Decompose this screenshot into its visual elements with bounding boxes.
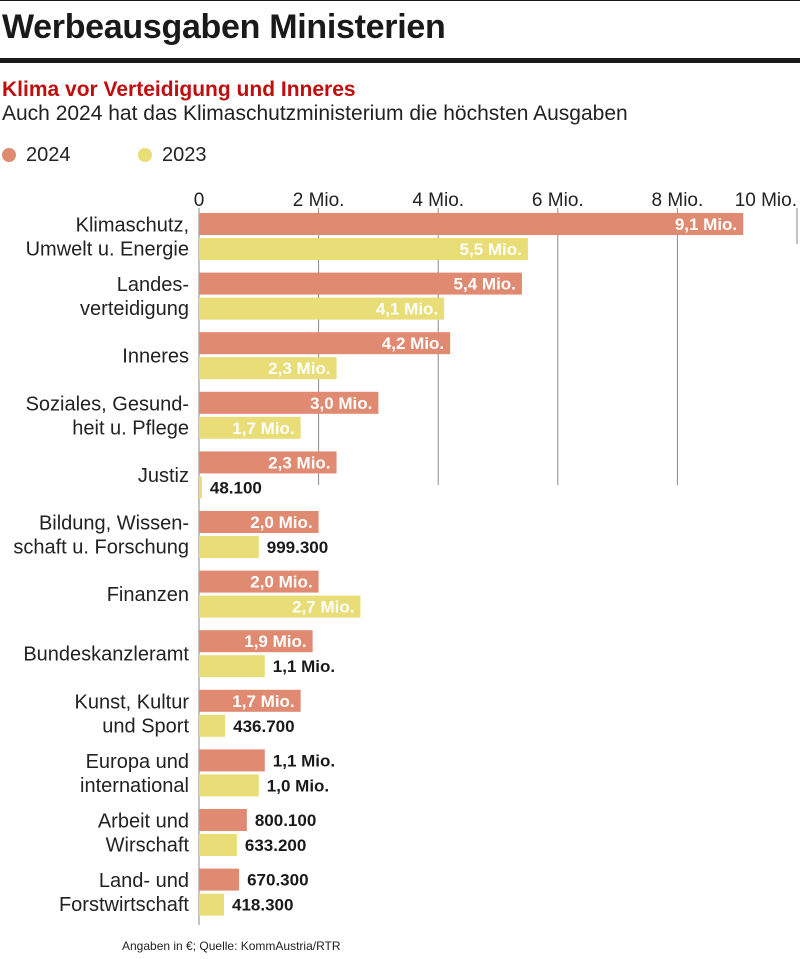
data-label-2024-10: 800.100 [255,811,316,830]
bar-2024-3 [199,391,379,414]
bar-2023-8 [199,714,226,737]
bar-2023-1 [199,297,445,320]
bar-2023-11 [199,893,225,916]
category-label-line: Klimaschutz, [76,215,189,237]
top-rule [0,0,800,1]
category-label-line: Arbeit und [98,811,189,833]
bar-2023-10 [199,834,237,856]
data-label-2023-5: 999.300 [267,538,328,557]
x-tick-label-5: 10 Mio. [735,190,797,211]
data-label-2023-6: 2,7 Mio. [292,598,354,617]
data-label-2024-5: 2,0 Mio. [250,513,312,532]
category-label-line: Europa und [86,751,189,773]
chart-subtitle: Klima vor Verteidigung und Inneres [2,78,356,101]
category-label-line: Bundeskanzleramt [23,644,189,666]
data-label-2023-7: 1,1 Mio. [273,657,335,676]
category-label-6: Finanzen [107,584,189,606]
category-label-2: Inneres [122,346,189,368]
data-label-2024-8: 1,7 Mio. [232,692,294,711]
category-label-line: schaft u. Forschung [13,537,189,559]
data-label-2024-4: 2,3 Mio. [268,453,330,472]
category-label-line: Justiz [138,465,189,487]
data-label-2024-2: 4,2 Mio. [382,334,444,353]
category-label-7: Bundeskanzleramt [23,644,189,666]
x-tick-label-4: 8 Mio. [652,190,704,211]
category-label-line: Landes- [117,274,189,296]
data-label-2024-6: 2,0 Mio. [250,573,312,592]
x-tick-label-0: 0 [194,190,205,211]
x-tick-label-1: 2 Mio. [293,190,345,211]
x-tick-label-3: 6 Mio. [532,190,584,211]
bar-2023-6 [199,595,361,618]
category-label-5: Bildung, Wissen-schaft u. Forschung [13,513,189,559]
legend-swatch-2023 [138,148,152,162]
data-label-2023-4: 48.100 [210,478,262,497]
x-tick-label-2: 4 Mio. [412,190,464,211]
bar-2023-9 [199,774,259,797]
bar-2023-3 [199,416,301,439]
data-label-2024-11: 670.300 [247,871,308,890]
category-label-line: Wirschaft [106,835,190,857]
category-label-line: Finanzen [107,584,189,606]
bar-2024-9 [199,749,265,772]
bar-2024-4 [199,451,337,474]
category-label-0: Klimaschutz, Umwelt u. Energie [26,215,189,261]
data-label-2023-9: 1,0 Mio. [267,776,329,795]
page-title: Werbeausgaben Ministerien [2,8,446,46]
category-label-line: Soziales, Gesund- [26,393,189,415]
data-label-2023-8: 436.700 [233,717,294,736]
bar-2024-11 [199,868,240,891]
bar-2023-5 [199,536,259,558]
data-label-2023-10: 633.200 [245,836,306,855]
data-label-2023-3: 1,7 Mio. [232,419,294,438]
data-label-2023-2: 2,3 Mio. [268,359,330,378]
data-label-2024-7: 1,9 Mio. [244,632,306,651]
bar-2024-10 [199,809,247,831]
title-rule [0,58,800,63]
legend-item-2024: 2024 [2,144,71,166]
category-label-line: heit u. Pflege [72,417,189,439]
data-label-2023-11: 418.300 [232,896,293,915]
category-label-line: Inneres [122,346,189,368]
legend-label-2024: 2024 [26,143,71,166]
bar-2023-7 [199,655,265,678]
category-label-line: Land- und [99,870,189,892]
category-label-line: Bildung, Wissen- [39,513,189,535]
category-label-10: Arbeit und Wirschaft [98,811,190,857]
category-label-9: Europa und international [80,751,189,797]
category-label-line: und Sport [102,715,189,737]
bar-2024-1 [199,272,522,295]
data-label-2023-1: 4,1 Mio. [376,300,438,319]
legend-item-2023: 2023 [138,144,207,166]
data-label-2023-0: 5,5 Mio. [460,240,522,259]
category-label-line: international [80,775,189,797]
bar-2023-4 [199,476,202,499]
bar-2024-5 [199,511,319,533]
category-label-11: Land- und Forstwirtschaft [59,870,189,916]
bar-2024-7 [199,630,313,653]
category-label-4: Justiz [138,465,189,487]
data-label-2024-0: 9,1 Mio. [675,215,737,234]
source-note: Angaben in €; Quelle: KommAustria/RTR [122,939,341,953]
category-label-line: verteidigung [80,298,189,320]
data-label-2024-9: 1,1 Mio. [273,751,335,770]
bar-2024-8 [199,689,301,712]
data-label-2024-1: 5,4 Mio. [454,275,516,294]
bar-2024-0 [199,213,744,235]
legend-swatch-2024 [2,148,16,162]
category-label-3: Soziales, Gesund-heit u. Pflege [26,393,189,439]
category-label-8: Kunst, Kultur und Sport [74,691,189,737]
legend-label-2023: 2023 [162,143,207,166]
category-label-line: Umwelt u. Energie [26,239,189,261]
bar-2024-2 [199,332,451,355]
category-label-1: Landes-verteidigung [80,274,189,320]
bar-2023-2 [199,357,337,380]
chart-description: Auch 2024 hat das Klimaschutzministerium… [2,102,628,125]
category-label-line: Kunst, Kultur [74,691,189,713]
category-label-line: Forstwirtschaft [59,894,189,916]
data-label-2024-3: 3,0 Mio. [310,394,372,413]
bar-2023-0 [199,238,528,260]
bar-2024-6 [199,570,319,593]
